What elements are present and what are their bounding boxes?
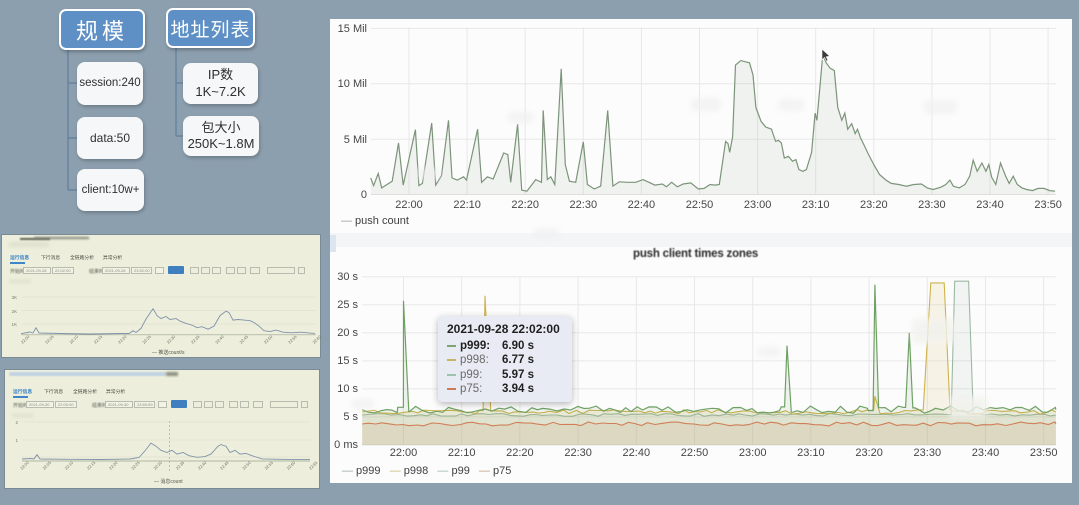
svg-text:22:30: 22:30 bbox=[166, 334, 177, 345]
svg-text:1: 1 bbox=[15, 438, 18, 443]
svg-text:22:50: 22:50 bbox=[241, 460, 252, 471]
svg-text:22:35: 22:35 bbox=[175, 460, 186, 471]
svg-text:22:40: 22:40 bbox=[214, 334, 225, 345]
svg-text:22:10: 22:10 bbox=[64, 460, 75, 471]
svg-text:22:30: 22:30 bbox=[152, 460, 163, 471]
svg-text:22:60: 22:60 bbox=[311, 334, 322, 345]
svg-text:22:00: 22:00 bbox=[20, 334, 31, 345]
svg-text:22:25: 22:25 bbox=[130, 460, 141, 471]
svg-text:22:05: 22:05 bbox=[41, 460, 52, 471]
svg-text:22:45: 22:45 bbox=[238, 334, 249, 345]
svg-text:1K: 1K bbox=[11, 322, 17, 327]
svg-text:22:05: 22:05 bbox=[44, 334, 55, 345]
svg-text:— 消息count: — 消息count bbox=[154, 478, 183, 485]
svg-text:22:55: 22:55 bbox=[263, 460, 274, 471]
svg-text:22:15: 22:15 bbox=[93, 334, 104, 345]
svg-text:22:20: 22:20 bbox=[108, 460, 119, 471]
svg-text:22:55: 22:55 bbox=[287, 334, 298, 345]
svg-text:3K: 3K bbox=[11, 295, 17, 300]
svg-text:2K: 2K bbox=[11, 309, 17, 314]
svg-text:22:50: 22:50 bbox=[263, 334, 274, 345]
svg-text:22:65: 22:65 bbox=[308, 460, 319, 471]
svg-text:22:15: 22:15 bbox=[86, 460, 97, 471]
svg-text:2: 2 bbox=[15, 420, 18, 425]
svg-text:22:10: 22:10 bbox=[68, 334, 79, 345]
svg-text:22:45: 22:45 bbox=[219, 460, 230, 471]
svg-text:22:20: 22:20 bbox=[117, 334, 128, 345]
svg-text:— 推送count/s: — 推送count/s bbox=[152, 349, 185, 356]
svg-text:22:35: 22:35 bbox=[190, 334, 201, 345]
svg-text:22:40: 22:40 bbox=[197, 460, 208, 471]
svg-text:22:60: 22:60 bbox=[286, 460, 297, 471]
svg-text:22:25: 22:25 bbox=[141, 334, 152, 345]
svg-text:22:00: 22:00 bbox=[19, 460, 30, 471]
